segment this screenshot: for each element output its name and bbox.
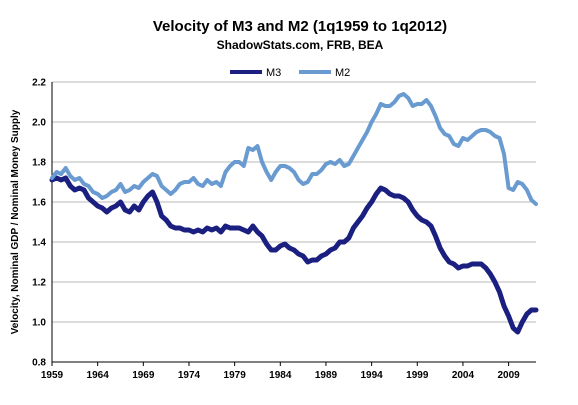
y-tick-label: 2.0 [32,118,46,129]
chart-title: Velocity of M3 and M2 (1q1959 to 1q2012) [153,18,447,35]
legend-label-m2: M2 [335,67,350,79]
y-tick-label: 1.0 [32,318,46,329]
x-tick-label: 1994 [360,370,383,381]
legend: M3 M2 [230,67,350,79]
x-tick-label: 1984 [269,370,292,381]
x-tick-label: 1979 [224,370,247,381]
series-lines [49,92,539,335]
y-tick-label: 1.6 [32,198,46,209]
legend-label-m3: M3 [266,67,281,79]
x-axis-ticks: 1959 1964 1969 1974 1979 1984 1989 1994 1999 2004… [41,362,520,381]
x-tick-label: 1959 [41,370,64,381]
y-tick-label: 0.8 [32,358,46,369]
gridlines [52,81,536,363]
x-tick-label: 2009 [497,370,520,381]
x-tick-label: 2004 [452,370,475,381]
x-tick-label: 1969 [132,370,155,381]
y-tick-label: 1.2 [32,278,46,289]
x-tick-label: 1974 [178,370,201,381]
series-line-m2 [50,92,538,206]
y-axis-label: Velocity, Nominal GDP / Nominal Money Su… [10,109,21,334]
series-line-m3 [49,175,539,335]
x-tick-label: 1999 [406,370,429,381]
chart-subtitle: ShadowStats.com, FRB, BEA [217,38,384,52]
x-tick-label: 1964 [87,370,110,381]
y-axis-ticks: 0.8 1.0 1.2 1.4 1.6 1.8 2.0 2.2 [32,78,46,369]
y-tick-label: 1.8 [32,158,46,169]
x-tick-label: 1989 [315,370,338,381]
axes [51,82,536,363]
y-tick-label: 1.4 [32,238,46,249]
y-tick-label: 2.2 [32,78,46,89]
